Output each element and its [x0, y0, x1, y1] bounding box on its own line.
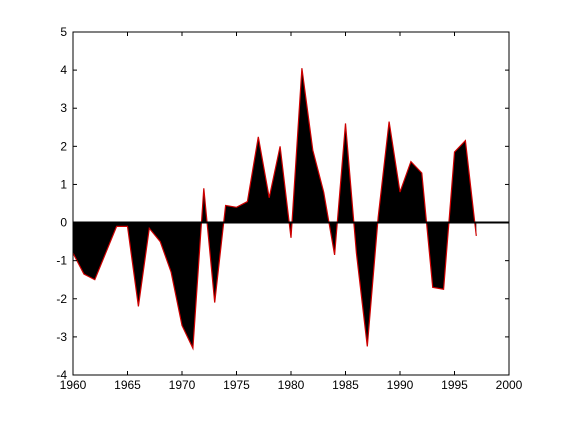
x-tick-label: 1985 [332, 378, 359, 392]
y-tick-label: 2 [60, 139, 67, 153]
y-tick-label: -2 [56, 292, 67, 306]
x-tick-label: 1990 [387, 378, 414, 392]
x-tick-label: 1995 [441, 378, 468, 392]
x-tick-label: 2000 [496, 378, 523, 392]
y-tick-label: 4 [60, 63, 67, 77]
y-tick-label: -4 [56, 368, 67, 382]
x-tick-label: 1960 [60, 378, 87, 392]
x-tick-label: 1970 [169, 378, 196, 392]
y-tick-label: 5 [60, 25, 67, 39]
x-axis-tick-labels: 1960 1965 1970 1975 1980 1985 1990 1995 2000 [60, 378, 523, 392]
y-tick-label: 1 [60, 177, 67, 191]
y-tick-label: -1 [56, 254, 67, 268]
y-tick-label: 0 [60, 216, 67, 230]
y-tick-label: 3 [60, 101, 67, 115]
series-line [72, 68, 477, 351]
plot-frame [72, 31, 510, 376]
area-fill [73, 68, 477, 349]
y-axis-tick-labels: -4 -3 -2 -1 0 1 2 3 4 5 [56, 25, 67, 382]
x-tick-label: 1975 [223, 378, 250, 392]
x-tick-label: 1965 [114, 378, 141, 392]
y-tick-label: -3 [56, 330, 67, 344]
x-tick-label: 1980 [278, 378, 305, 392]
plot-background [73, 32, 509, 375]
